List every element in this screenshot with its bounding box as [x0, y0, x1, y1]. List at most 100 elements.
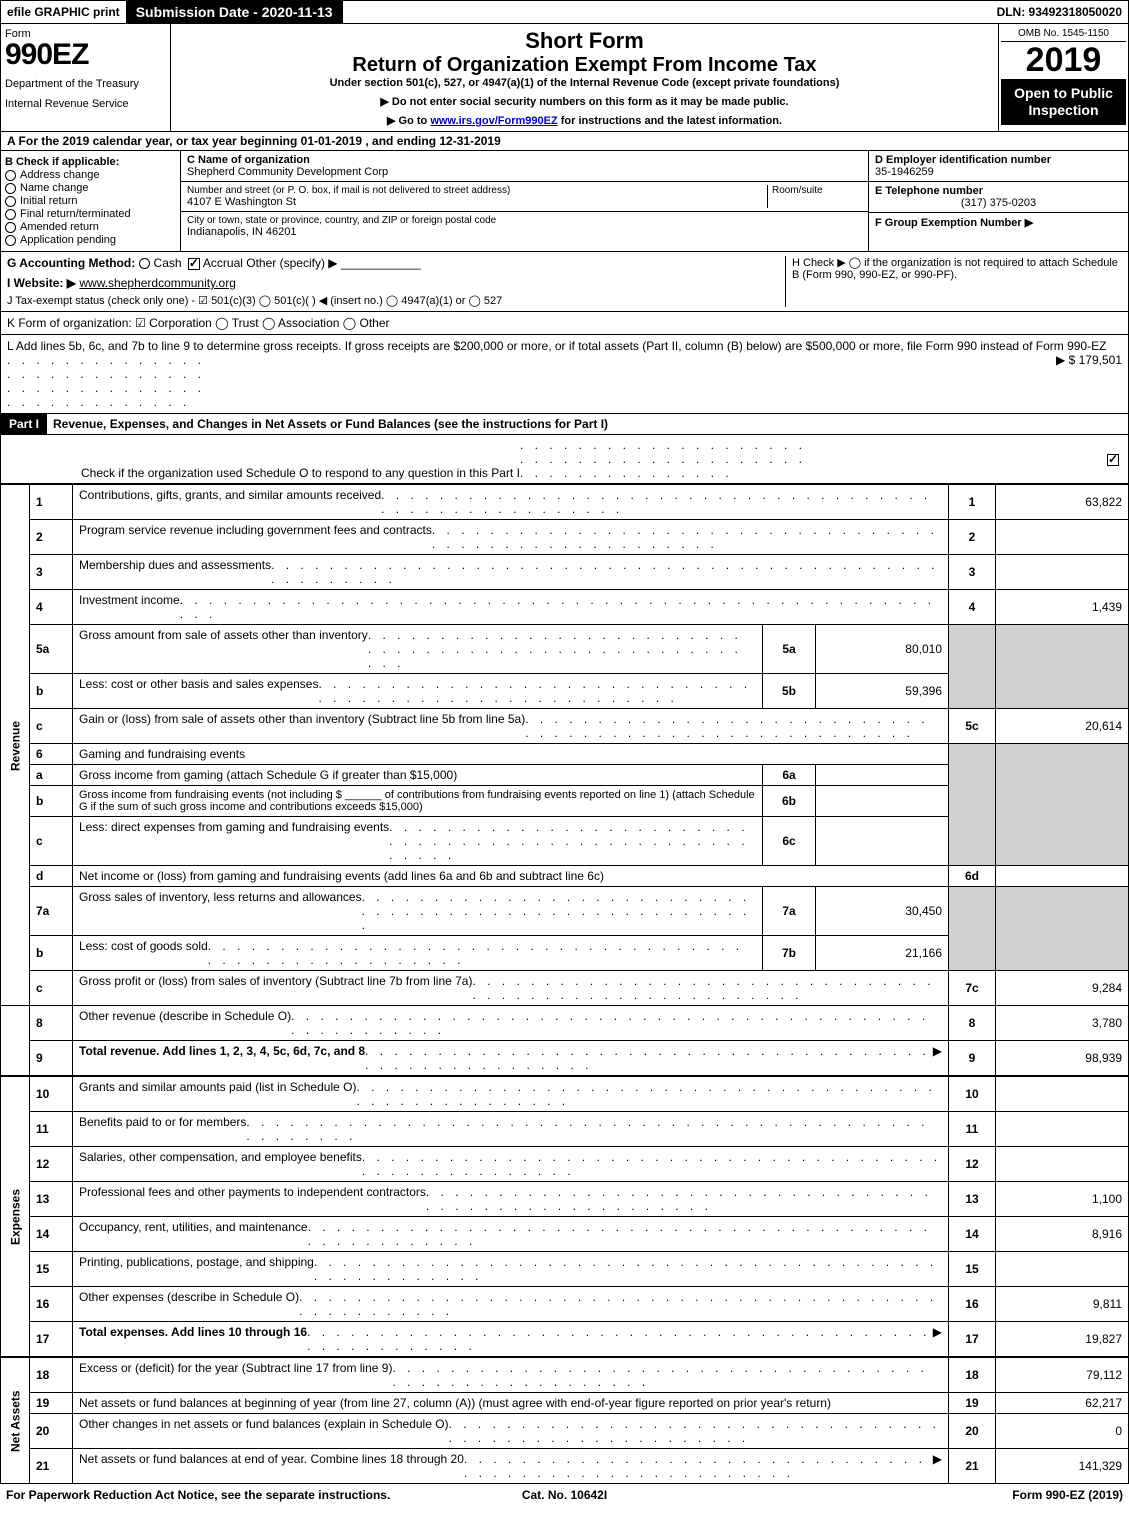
r6b-sub: 6b [763, 786, 816, 817]
section-def: D Employer identification number 35-1946… [868, 151, 1128, 251]
title-short-form: Short Form [179, 28, 990, 54]
omb-number: OMB No. 1545-1150 [1001, 26, 1126, 42]
g-cash-radio[interactable] [139, 258, 150, 269]
r6-num: 6 [30, 744, 73, 765]
irs-link[interactable]: www.irs.gov/Form990EZ [430, 115, 557, 127]
dept-irs: Internal Revenue Service [5, 98, 166, 110]
r3-num: 3 [30, 555, 73, 590]
chk-address-change[interactable]: Address change [5, 169, 176, 181]
r7c-ref: 7c [949, 971, 996, 1006]
phone-value: (317) 375-0203 [875, 197, 1122, 209]
website-value[interactable]: www.shepherdcommunity.org [79, 276, 236, 290]
r2-desc: Program service revenue including govern… [79, 523, 432, 551]
r5c-amt: 20,614 [996, 709, 1129, 744]
line-i: I Website: ▶ www.shepherdcommunity.org [7, 276, 785, 290]
r2-num: 2 [30, 520, 73, 555]
r21-amt: 141,329 [996, 1449, 1129, 1484]
efile-label[interactable]: efile GRAPHIC print [1, 3, 126, 21]
submission-date: Submission Date - 2020-11-13 [126, 1, 343, 23]
r17-ref: 17 [949, 1322, 996, 1357]
header-left: Form 990EZ Department of the Treasury In… [1, 24, 171, 131]
r18-amt: 79,112 [996, 1358, 1129, 1393]
r9-amt: 98,939 [996, 1041, 1129, 1076]
line-l: L Add lines 5b, 6c, and 7b to line 9 to … [0, 335, 1129, 414]
r13-ref: 13 [949, 1182, 996, 1217]
r8-desc: Other revenue (describe in Schedule O) [79, 1009, 291, 1037]
identity-block: B Check if applicable: Address change Na… [0, 151, 1129, 252]
chk-final-return[interactable]: Final return/terminated [5, 208, 176, 220]
note-ssn: ▶ Do not enter social security numbers o… [179, 95, 990, 108]
addr-label: Number and street (or P. O. box, if mail… [187, 185, 767, 196]
r11-ref: 11 [949, 1112, 996, 1147]
r3-desc: Membership dues and assessments [79, 558, 271, 586]
part1-check-note: Check if the organization used Schedule … [1, 435, 1104, 483]
r9-ref: 9 [949, 1041, 996, 1076]
r14-desc: Occupancy, rent, utilities, and maintena… [79, 1220, 308, 1248]
r7c-amt: 9,284 [996, 971, 1129, 1006]
chk-initial-return[interactable]: Initial return [5, 195, 176, 207]
r13-num: 13 [30, 1182, 73, 1217]
r20-desc: Other changes in net assets or fund bala… [79, 1417, 449, 1445]
g-other-label: Other (specify) ▶ [246, 256, 337, 270]
e-label: E Telephone number [875, 185, 1122, 197]
r14-ref: 14 [949, 1217, 996, 1252]
revenue-table: Revenue 1 Contributions, gifts, grants, … [0, 484, 1129, 1076]
d-label: D Employer identification number [875, 154, 1122, 166]
r7c-num: c [30, 971, 73, 1006]
g-accrual-check[interactable] [188, 258, 200, 270]
r7b-subamt: 21,166 [816, 936, 949, 971]
r7a-sub: 7a [763, 887, 816, 936]
r2-ref: 2 [949, 520, 996, 555]
r9-desc: Total revenue. Add lines 1, 2, 3, 4, 5c,… [79, 1044, 365, 1072]
expenses-table: Expenses 10 Grants and similar amounts p… [0, 1076, 1129, 1357]
header-center: Short Form Return of Organization Exempt… [171, 24, 998, 131]
f-label: F Group Exemption Number ▶ [875, 216, 1122, 229]
r17-num: 17 [30, 1322, 73, 1357]
chk-amended-return[interactable]: Amended return [5, 221, 176, 233]
r5a-sub: 5a [763, 625, 816, 674]
r6d-num: d [30, 866, 73, 887]
r6d-ref: 6d [949, 866, 996, 887]
r15-amt [996, 1252, 1129, 1287]
r17-desc: Total expenses. Add lines 10 through 16 [79, 1325, 307, 1353]
expenses-section-label: Expenses [1, 1077, 30, 1357]
r6-desc: Gaming and fundraising events [73, 744, 949, 765]
r5b-subamt: 59,396 [816, 674, 949, 709]
dln-label: DLN: 93492318050020 [991, 3, 1128, 21]
subtitle: Under section 501(c), 527, or 4947(a)(1)… [179, 77, 990, 89]
l-amount: ▶ $ 179,501 [1056, 353, 1122, 367]
page-footer: For Paperwork Reduction Act Notice, see … [0, 1484, 1129, 1506]
r21-num: 21 [30, 1449, 73, 1484]
r18-num: 18 [30, 1358, 73, 1393]
r4-num: 4 [30, 590, 73, 625]
r6a-subamt [816, 765, 949, 786]
part1-check-row: Check if the organization used Schedule … [0, 435, 1129, 484]
r16-num: 16 [30, 1287, 73, 1322]
lines-g-h: G Accounting Method: Cash Accrual Other … [0, 252, 1129, 312]
header-right: OMB No. 1545-1150 2019 Open to Public In… [998, 24, 1128, 131]
b-label: B Check if applicable: [5, 156, 176, 168]
r7b-sub: 7b [763, 936, 816, 971]
r8-amt: 3,780 [996, 1006, 1129, 1041]
chk-name-change[interactable]: Name change [5, 182, 176, 194]
part1-title: Revenue, Expenses, and Changes in Net As… [47, 414, 1128, 434]
r2-amt [996, 520, 1129, 555]
r13-amt: 1,100 [996, 1182, 1129, 1217]
chk-application-pending[interactable]: Application pending [5, 234, 176, 246]
r5b-desc: Less: cost or other basis and sales expe… [79, 677, 318, 705]
r5c-num: c [30, 709, 73, 744]
part1-schedule-o-check[interactable] [1107, 454, 1119, 466]
r16-ref: 16 [949, 1287, 996, 1322]
g-cash-label: Cash [154, 256, 182, 270]
form-header: Form 990EZ Department of the Treasury In… [0, 24, 1129, 132]
r18-desc: Excess or (deficit) for the year (Subtra… [79, 1361, 392, 1389]
footer-catno: Cat. No. 10642I [522, 1488, 607, 1502]
r1-desc: Contributions, gifts, grants, and simila… [79, 488, 381, 516]
netassets-section-label: Net Assets [1, 1358, 30, 1484]
r6a-num: a [30, 765, 73, 786]
r5a-num: 5a [30, 625, 73, 674]
r1-num: 1 [30, 485, 73, 520]
r5b-num: b [30, 674, 73, 709]
r12-num: 12 [30, 1147, 73, 1182]
r5c-ref: 5c [949, 709, 996, 744]
